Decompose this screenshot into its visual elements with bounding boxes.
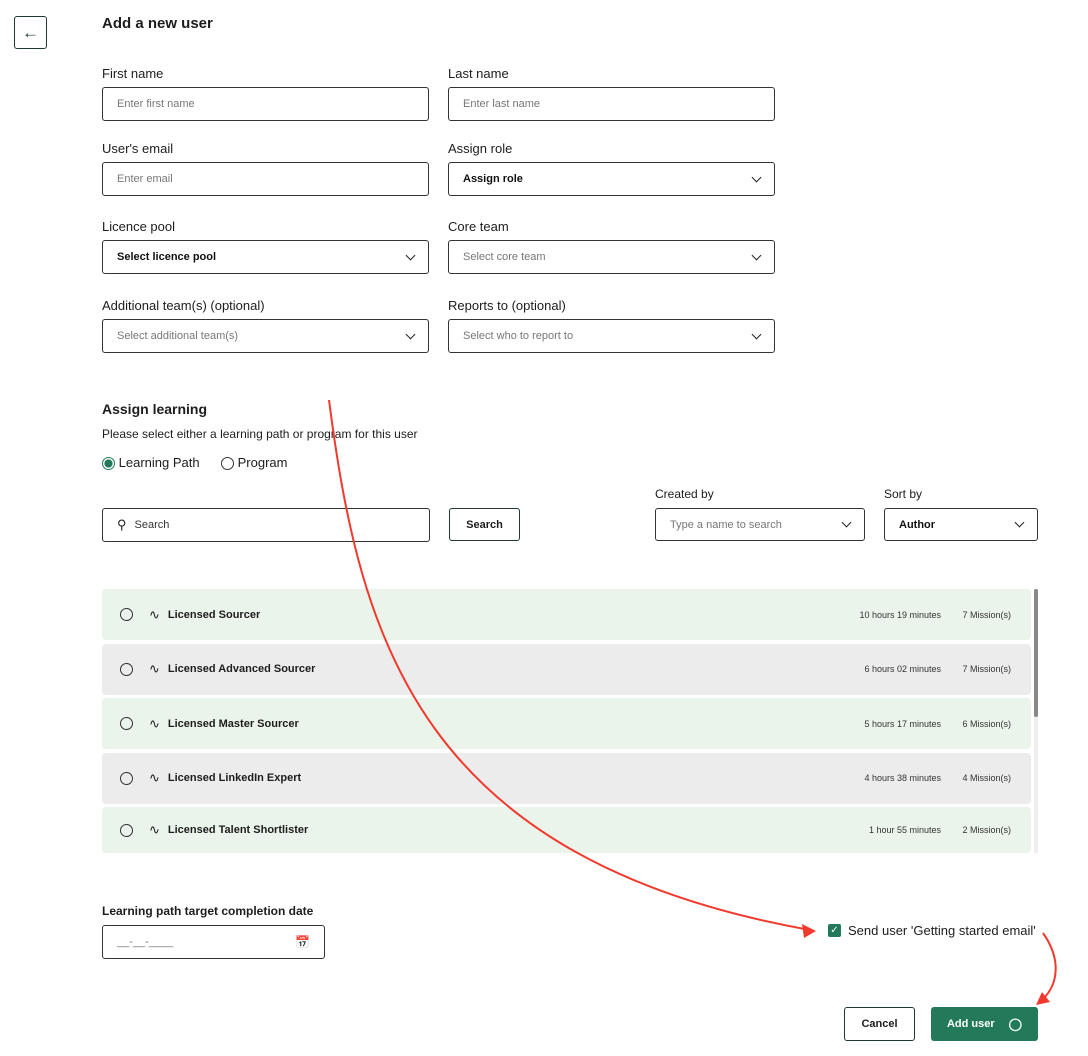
licence-pool-select[interactable]: Select licence pool	[102, 240, 429, 274]
last-name-label: Last name	[448, 66, 509, 81]
chevron-down-icon	[751, 172, 762, 182]
search-icon: ⚲	[117, 517, 127, 532]
placeholder: Enter first name	[117, 98, 195, 110]
chevron-down-icon	[1014, 517, 1025, 528]
radio-program[interactable]: Program	[221, 455, 288, 471]
value: Select core team	[463, 251, 546, 263]
learning-path-row[interactable]: ∿ Licensed Sourcer 10 hours 19 minutes 7 Mi…	[102, 589, 1031, 640]
learning-path-row[interactable]: ∿ Licensed LinkedIn Expert 4 hours 38 minu…	[102, 752, 1031, 804]
annotation-arrow-2	[1041, 932, 1057, 1001]
placeholder: Type a name to search	[670, 518, 782, 531]
additional-teams-select[interactable]: Select additional team(s)	[102, 319, 429, 353]
value: Assign role	[463, 173, 523, 185]
search-input[interactable]: ⚲ Search	[102, 508, 430, 542]
annotation-arrowhead-1	[802, 924, 816, 938]
row-duration: 5 hours 17 minutes	[864, 718, 941, 729]
learning-path-icon: ∿	[149, 715, 160, 731]
row-missions: 6 Mission(s)	[962, 718, 1011, 729]
scrollbar-thumb[interactable]	[1034, 589, 1038, 717]
learning-path-row[interactable]: ∿ Licensed Advanced Sourcer 6 hours 02 min…	[102, 643, 1031, 695]
row-duration: 1 hour 55 minutes	[868, 825, 941, 835]
core-team-label: Core team	[448, 219, 509, 234]
created-by-label: Created by	[655, 487, 714, 501]
row-missions: 7 Mission(s)	[962, 664, 1011, 674]
checkbox-label: Send user 'Getting started email'	[848, 923, 1036, 938]
placeholder: Search	[134, 519, 170, 531]
reports-to-select[interactable]: Select who to report to	[448, 319, 775, 353]
row-missions: 2 Mission(s)	[962, 825, 1011, 835]
core-team-select[interactable]: Select core team	[448, 240, 775, 274]
row-radio[interactable]	[120, 608, 133, 621]
value: Select who to report to	[463, 330, 574, 342]
sort-by-select[interactable]: Author	[884, 508, 1038, 541]
row-missions: 4 Mission(s)	[962, 773, 1011, 783]
row-duration: 10 hours 19 minutes	[859, 609, 941, 620]
created-by-select[interactable]: Type a name to search	[655, 508, 865, 541]
row-duration: 4 hours 38 minutes	[864, 773, 941, 783]
learning-path-icon: ∿	[149, 822, 160, 837]
row-name: Licensed Sourcer	[167, 608, 261, 621]
additional-teams-label: Additional team(s) (optional)	[102, 298, 265, 313]
sort-by-label: Sort by	[884, 487, 923, 501]
row-missions: 7 Mission(s)	[962, 609, 1011, 620]
role-label: Assign role	[448, 141, 513, 156]
target-date-label: Learning path target completion date	[102, 904, 314, 918]
assign-learning-subtitle: Please select either a learning path or …	[102, 427, 418, 441]
option-label: Program	[237, 455, 288, 470]
page-title: Add a new user	[102, 15, 213, 32]
email-input[interactable]: Enter email	[102, 162, 429, 196]
annotation-arrowhead-2	[1036, 992, 1050, 1005]
button-label: Add user	[946, 1018, 995, 1030]
send-email-checkbox[interactable]: ✓ Send user 'Getting started email'	[828, 923, 1036, 938]
learning-path-icon: ∿	[149, 770, 160, 785]
add-user-button[interactable]: Add user ◯	[931, 1007, 1038, 1041]
licence-pool-label: Licence pool	[102, 219, 175, 234]
learning-path-icon: ∿	[149, 661, 160, 676]
value: Author	[899, 518, 936, 531]
learning-path-icon: ∿	[149, 606, 160, 622]
row-radio[interactable]	[120, 717, 133, 730]
chevron-down-icon	[751, 329, 762, 339]
arrow-left-icon: ←	[22, 22, 39, 42]
email-label: User's email	[102, 141, 174, 156]
learning-path-row[interactable]: ∿ Licensed Master Sourcer 5 hours 17 minut…	[102, 698, 1031, 749]
first-name-label: First name	[102, 66, 164, 81]
chevron-down-icon	[405, 250, 416, 260]
radio-unselected	[221, 457, 234, 471]
chevron-down-icon	[751, 250, 762, 260]
cancel-button[interactable]: Cancel	[844, 1007, 915, 1041]
row-radio[interactable]	[120, 662, 133, 676]
row-duration: 6 hours 02 minutes	[864, 664, 941, 674]
chevron-down-icon	[405, 329, 416, 339]
row-name: Licensed Advanced Sourcer	[167, 663, 316, 675]
reports-to-label: Reports to (optional)	[448, 298, 566, 313]
calendar-icon[interactable]: 📅	[295, 935, 310, 949]
value: Select licence pool	[117, 251, 217, 263]
row-radio[interactable]	[120, 771, 133, 785]
target-date-input[interactable]: __-__-____ 📅	[102, 925, 325, 959]
list-scrollbar[interactable]	[1034, 589, 1038, 853]
placeholder: Enter last name	[463, 98, 541, 110]
learning-path-row[interactable]: ∿ Licensed Talent Shortlister 1 hour 55 mi…	[102, 807, 1031, 853]
radio-learning-path[interactable]: Learning Path	[102, 455, 200, 471]
placeholder: Enter email	[117, 173, 173, 185]
user-icon: ◯	[1008, 1017, 1023, 1031]
first-name-input[interactable]: Enter first name	[102, 87, 429, 121]
last-name-input[interactable]: Enter last name	[448, 87, 775, 121]
row-name: Licensed Talent Shortlister	[167, 824, 309, 836]
value: Select additional team(s)	[117, 330, 239, 342]
role-select[interactable]: Assign role	[448, 162, 775, 196]
row-name: Licensed Master Sourcer	[167, 717, 299, 730]
radio-selected	[102, 457, 115, 471]
checkbox-checked-icon: ✓	[828, 924, 841, 937]
search-button[interactable]: Search	[449, 508, 520, 541]
back-button[interactable]: ←	[14, 16, 47, 49]
assign-learning-heading: Assign learning	[102, 401, 208, 417]
row-name: Licensed LinkedIn Expert	[167, 772, 302, 784]
chevron-down-icon	[841, 517, 852, 528]
row-radio[interactable]	[120, 823, 133, 837]
placeholder: __-__-____	[117, 936, 174, 948]
option-label: Learning Path	[118, 455, 200, 470]
